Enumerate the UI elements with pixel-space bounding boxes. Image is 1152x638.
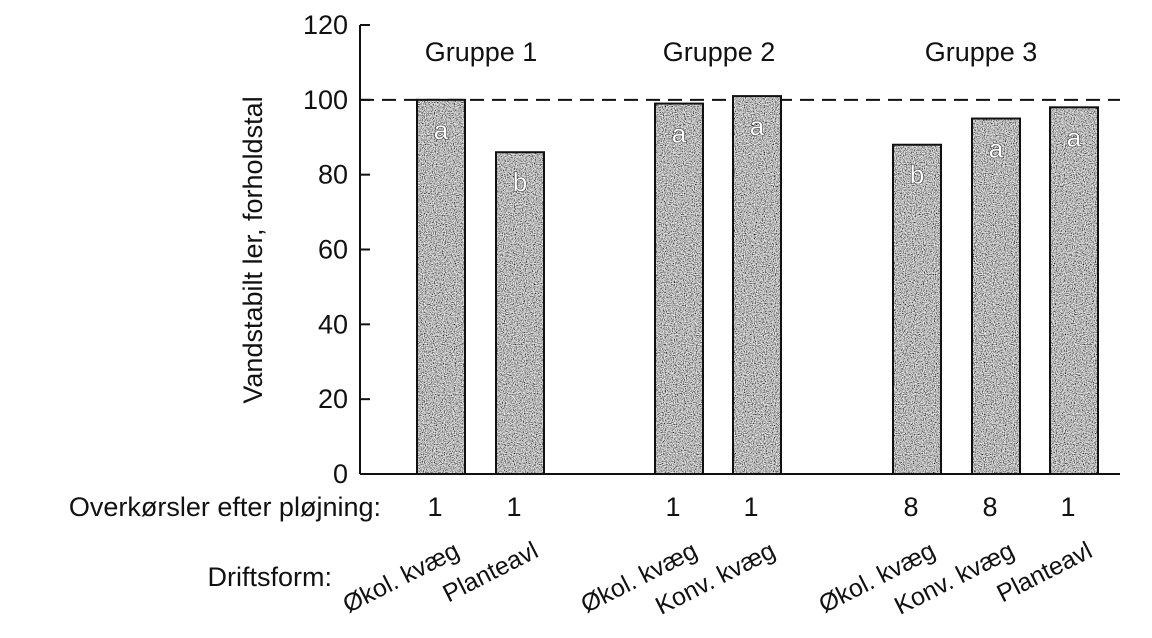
overkorsler-row-label: Overkørsler efter pløjning: [69,492,381,522]
bar [417,99,465,474]
y-tick-label: 60 [318,235,348,265]
y-tick-label: 120 [303,10,348,40]
overkorsler-value: 8 [903,492,918,522]
bar-outline [495,151,545,475]
y-tick-label: 0 [333,459,348,489]
group-title-3: Gruppe 3 [925,37,1038,67]
bar-outline [654,102,704,475]
overkorsler-value: 1 [506,492,521,522]
significance-letter: b [513,167,527,197]
y-tick-label: 20 [318,384,348,414]
bar [893,144,941,474]
bar-outline [416,98,466,475]
bar [733,96,781,474]
group-title-2: Gruppe 2 [663,37,776,67]
bar [972,118,1020,475]
overkorsler-value: 1 [743,492,758,522]
overkorsler-value: 1 [427,492,442,522]
bar-outline [892,143,942,475]
bar-outline [1049,106,1099,475]
significance-letter: a [750,111,765,141]
y-tick-label: 100 [303,85,348,115]
bar [655,103,703,474]
overkorsler-value: 8 [982,492,997,522]
significance-letter: a [672,119,687,149]
significance-letter: a [434,115,449,145]
bar [496,152,544,474]
group-title-1: Gruppe 1 [425,37,538,67]
overkorsler-value: 1 [1060,492,1075,522]
y-tick-label: 40 [318,309,348,339]
significance-letter: a [1067,122,1082,152]
y-tick-label: 80 [318,160,348,190]
bar [1050,107,1098,475]
bar-outline [732,95,782,475]
bar-outline [971,117,1021,476]
driftsform-row-label: Driftsform: [208,562,333,592]
overkorsler-value: 1 [665,492,680,522]
y-axis-label: Vandstabilt ler, forholdstal [238,96,268,403]
significance-letter: b [910,160,924,190]
driftsform-label: Økol. kvæg [338,536,463,618]
significance-letter: a [989,134,1004,164]
